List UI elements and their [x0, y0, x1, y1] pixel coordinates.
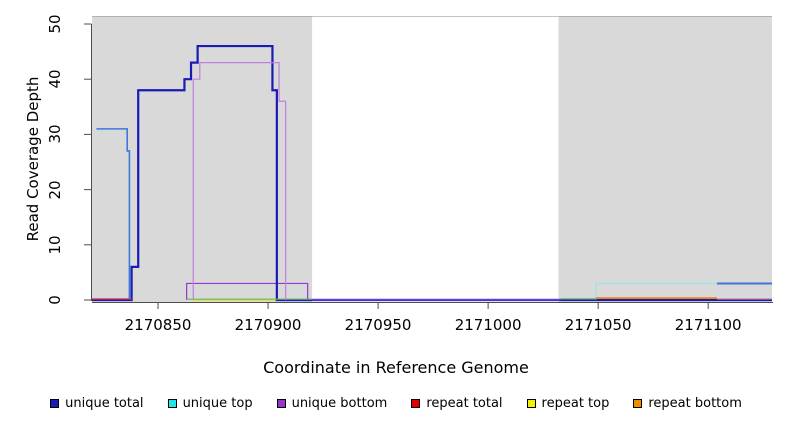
- x-axis: [92, 302, 773, 309]
- coverage-depth-plot: [92, 16, 772, 302]
- legend-swatch-icon: [411, 399, 421, 408]
- legend-label: repeat top: [541, 396, 610, 411]
- legend-label: unique bottom: [291, 396, 388, 411]
- x-axis-title: Coordinate in Reference Genome: [263, 358, 529, 377]
- legend-entry-repeat-top[interactable]: repeat top: [526, 396, 610, 411]
- shaded-regions: [92, 16, 772, 302]
- legend-entry-unique-total[interactable]: unique total: [50, 396, 144, 411]
- series-layer: [92, 44, 772, 302]
- legend-entry-repeat-total[interactable]: repeat total: [411, 396, 503, 411]
- y-axis: [84, 23, 92, 301]
- legend-swatch-icon: [526, 399, 536, 408]
- legend-swatch-icon: [633, 399, 643, 408]
- x-tick-label: 2171050: [564, 316, 632, 334]
- x-tick-label: 2171100: [674, 316, 742, 334]
- legend-entry-repeat-bottom[interactable]: repeat bottom: [633, 396, 742, 411]
- plot-area: [92, 16, 772, 302]
- chart-legend: unique total unique top unique bottom repea…: [0, 396, 792, 411]
- legend-swatch-icon: [50, 399, 60, 408]
- series-unique-top-right: [595, 282, 770, 300]
- legend-swatch-icon: [167, 399, 177, 408]
- x-tick-label: 2170950: [344, 316, 412, 334]
- legend-entry-unique-bottom[interactable]: unique bottom: [276, 396, 388, 411]
- series-unique-bottom-plateau: [192, 62, 273, 300]
- legend-entry-unique-top[interactable]: unique top: [167, 396, 253, 411]
- series-unique-bottom-right-drop: [272, 62, 287, 300]
- legend-label: repeat bottom: [648, 396, 742, 411]
- x-tick-label: 2170900: [234, 316, 302, 334]
- y-axis-title: Read Coverage Depth: [24, 76, 42, 242]
- x-tick-label: 2171000: [454, 316, 522, 334]
- series-unique-bottom: [186, 282, 309, 300]
- series-unique-total-tail: [716, 282, 772, 285]
- shaded-region-1: [558, 16, 772, 302]
- legend-swatch-icon: [276, 399, 286, 408]
- legend-label: unique total: [65, 396, 144, 411]
- shaded-region-0: [92, 16, 313, 302]
- series-unique-total: [92, 44, 772, 302]
- series-unique-top: [96, 128, 131, 300]
- x-tick-label: 2170850: [124, 316, 192, 334]
- legend-label: unique top: [182, 396, 253, 411]
- legend-label: repeat total: [426, 396, 503, 411]
